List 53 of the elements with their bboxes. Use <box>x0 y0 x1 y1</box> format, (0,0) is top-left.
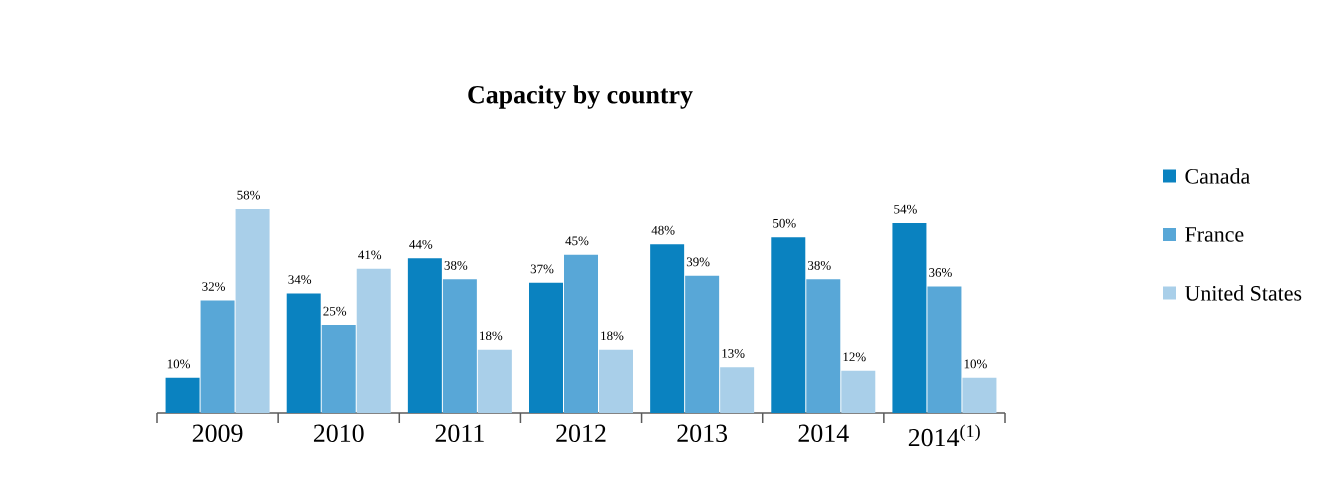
x-tick-label: 2012 <box>556 424 606 442</box>
data-label: 45% <box>565 236 589 246</box>
x-tick-label: 2014$^{(1)}$ <box>908 424 980 447</box>
bar <box>356 268 391 413</box>
bar <box>321 325 356 413</box>
bar <box>841 370 876 413</box>
data-label: 50% <box>773 218 796 228</box>
bar <box>407 258 442 413</box>
bar <box>650 244 685 413</box>
bar <box>235 209 270 413</box>
data-label: 38% <box>808 261 831 270</box>
data-label: 54% <box>894 204 917 214</box>
chart-title: Capacity by country <box>468 85 693 109</box>
bar <box>599 349 633 413</box>
data-label: 44% <box>409 239 433 249</box>
x-tick-label: 2013 <box>677 424 728 442</box>
data-label: 10% <box>167 359 190 369</box>
data-label: 10% <box>964 359 987 369</box>
bar <box>529 282 563 413</box>
data-label: 41% <box>358 250 382 260</box>
bar <box>442 279 477 413</box>
bar <box>286 293 321 413</box>
bar <box>962 377 997 413</box>
data-label: 18% <box>601 331 624 341</box>
bar <box>200 300 235 413</box>
bar <box>165 377 200 413</box>
bar <box>892 223 927 413</box>
x-tick-label: 2009 <box>192 424 243 442</box>
legend-label: United States <box>1184 285 1302 301</box>
data-label: 32% <box>202 282 225 291</box>
x-tick-label: 2011 <box>435 424 484 442</box>
data-label: 58% <box>237 190 260 200</box>
data-label: 39% <box>686 257 710 267</box>
x-tick-label: 2014 <box>798 424 849 442</box>
x-tick-label: 2010 <box>313 424 364 442</box>
data-label: 12% <box>843 352 866 362</box>
data-label: 25% <box>323 306 347 316</box>
data-label: 13% <box>722 348 745 358</box>
bar <box>564 254 598 413</box>
bar <box>927 286 962 413</box>
data-label: 38% <box>444 261 468 270</box>
bar <box>771 237 806 413</box>
bar <box>685 275 720 413</box>
data-label: 18% <box>480 331 503 341</box>
data-label: 37% <box>530 264 554 274</box>
legend-label: France <box>1185 227 1244 242</box>
bar <box>806 279 841 413</box>
legend-label: Canada <box>1185 168 1250 184</box>
data-label: 36% <box>929 268 952 277</box>
data-label: 34% <box>288 275 312 284</box>
bar <box>477 349 512 413</box>
data-label: 48% <box>651 225 675 235</box>
bar <box>720 367 755 413</box>
